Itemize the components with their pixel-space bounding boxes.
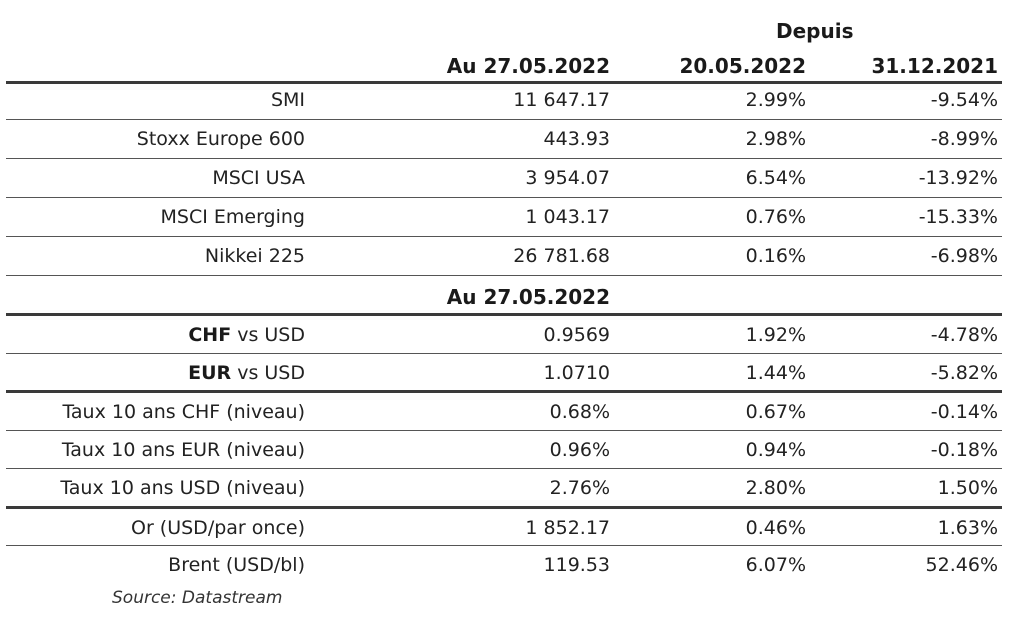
row-divider xyxy=(6,197,1002,198)
row-week: 0.76% xyxy=(745,206,806,228)
row-value: 0.96% xyxy=(549,439,610,461)
row-week: 2.80% xyxy=(745,477,806,499)
row-ytd: 1.63% xyxy=(937,517,998,539)
row-label: Brent (USD/bl) xyxy=(168,554,305,576)
row-ytd: -0.14% xyxy=(930,401,998,423)
row-week: 1.44% xyxy=(745,362,806,384)
row-divider xyxy=(6,430,1002,431)
row-week: 0.16% xyxy=(745,245,806,267)
row-divider xyxy=(6,468,1002,469)
table-row: CHF vs USD 0.9569 1.92% -4.78% xyxy=(0,316,1014,354)
header-col-week: 20.05.2022 xyxy=(679,54,806,78)
row-week: 0.94% xyxy=(745,439,806,461)
row-week: 6.07% xyxy=(745,554,806,576)
row-value: 1 852.17 xyxy=(525,517,610,539)
row-ytd: -0.18% xyxy=(930,439,998,461)
row-week: 6.54% xyxy=(745,167,806,189)
row-value: 3 954.07 xyxy=(525,167,610,189)
header-depuis: Depuis xyxy=(776,19,854,43)
row-ytd: -6.98% xyxy=(930,245,998,267)
table-row: Stoxx Europe 600 443.93 2.98% -8.99% xyxy=(0,120,1014,158)
row-ytd: 1.50% xyxy=(937,477,998,499)
row-value: 2.76% xyxy=(549,477,610,499)
row-divider xyxy=(6,119,1002,120)
row-value: 1 043.17 xyxy=(525,206,610,228)
row-label: Taux 10 ans CHF (niveau) xyxy=(62,401,305,423)
row-label: Or (USD/par once) xyxy=(131,517,305,539)
currency-pair: vs USD xyxy=(231,324,305,346)
table-row: Brent (USD/bl) 119.53 6.07% 52.46% xyxy=(0,546,1014,584)
row-ytd: -8.99% xyxy=(930,128,998,150)
row-week: 0.67% xyxy=(745,401,806,423)
table-row: MSCI USA 3 954.07 6.54% -13.92% xyxy=(0,159,1014,197)
source-note: Source: Datastream xyxy=(112,588,283,608)
row-divider xyxy=(6,236,1002,237)
row-label: Taux 10 ans EUR (niveau) xyxy=(61,439,305,461)
row-divider xyxy=(6,545,1002,546)
row-value: 119.53 xyxy=(543,554,610,576)
currency-pair: vs USD xyxy=(231,362,305,384)
row-divider xyxy=(6,275,1002,276)
table-row: SMI 11 647.17 2.99% -9.54% xyxy=(0,81,1014,119)
header-col-ytd: 31.12.2021 xyxy=(871,54,998,78)
currency-code: CHF xyxy=(188,324,232,346)
table-row: Taux 10 ans EUR (niveau) 0.96% 0.94% -0.… xyxy=(0,431,1014,469)
row-label: SMI xyxy=(270,89,305,111)
row-week: 1.92% xyxy=(745,324,806,346)
row-ytd: -9.54% xyxy=(930,89,998,111)
row-label: MSCI Emerging xyxy=(160,206,306,228)
row-label: Nikkei 225 xyxy=(204,245,305,267)
table-row: Taux 10 ans USD (niveau) 2.76% 2.80% 1.5… xyxy=(0,469,1014,507)
row-ytd: -5.82% xyxy=(930,362,998,384)
currency-code: EUR xyxy=(188,362,232,384)
row-value: 443.93 xyxy=(543,128,610,150)
row-ytd: -4.78% xyxy=(930,324,998,346)
row-value: 26 781.68 xyxy=(513,245,610,267)
row-label: MSCI USA xyxy=(212,167,305,189)
table-row: EUR vs USD 1.0710 1.44% -5.82% xyxy=(0,354,1014,392)
subheader-date: Au 27.05.2022 xyxy=(446,285,610,309)
row-ytd: 52.46% xyxy=(925,554,998,576)
row-ytd: -13.92% xyxy=(918,167,998,189)
row-label: CHF vs USD xyxy=(188,316,305,354)
row-divider xyxy=(6,158,1002,159)
row-week: 2.98% xyxy=(745,128,806,150)
row-label: Stoxx Europe 600 xyxy=(136,128,305,150)
table-row: MSCI Emerging 1 043.17 0.76% -15.33% xyxy=(0,198,1014,236)
row-week: 2.99% xyxy=(745,89,806,111)
table-row: Or (USD/par once) 1 852.17 0.46% 1.63% xyxy=(0,509,1014,547)
header-col-date: Au 27.05.2022 xyxy=(446,54,610,78)
row-ytd: -15.33% xyxy=(918,206,998,228)
row-week: 0.46% xyxy=(745,517,806,539)
table-row: Taux 10 ans CHF (niveau) 0.68% 0.67% -0.… xyxy=(0,393,1014,431)
row-value: 0.68% xyxy=(549,401,610,423)
row-value: 0.9569 xyxy=(543,324,610,346)
row-value: 11 647.17 xyxy=(513,89,610,111)
table-row: Nikkei 225 26 781.68 0.16% -6.98% xyxy=(0,237,1014,275)
row-label: Taux 10 ans USD (niveau) xyxy=(60,477,305,499)
header-rule xyxy=(6,81,1002,84)
section-rule xyxy=(6,390,1002,393)
row-divider xyxy=(6,353,1002,354)
section-rule xyxy=(6,506,1002,509)
row-value: 1.0710 xyxy=(543,362,610,384)
row-label: EUR vs USD xyxy=(188,354,305,392)
section-rule xyxy=(6,313,1002,316)
